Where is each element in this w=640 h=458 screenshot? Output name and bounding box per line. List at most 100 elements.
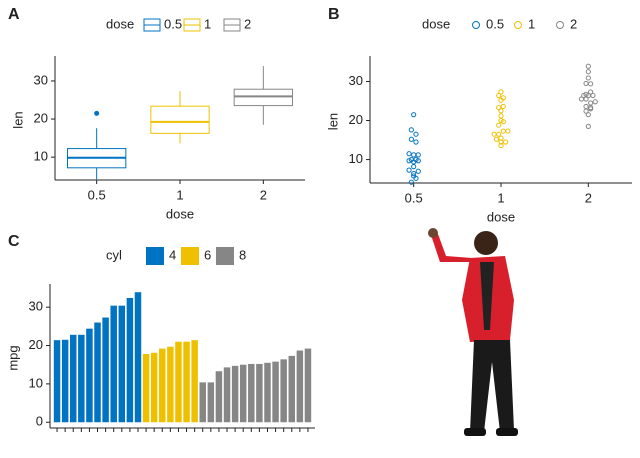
x-tick-label: 0.5 <box>405 190 423 205</box>
legend-title: dose <box>422 16 450 31</box>
bar <box>78 334 85 423</box>
dot <box>498 89 504 95</box>
y-axis-label: len <box>325 113 340 130</box>
legend-label: 0.5 <box>164 16 182 31</box>
legend-label: 1 <box>204 16 211 31</box>
bar <box>110 305 117 423</box>
dot <box>413 139 419 145</box>
bar <box>304 348 312 423</box>
dot <box>505 128 511 134</box>
bar <box>134 292 142 423</box>
bar <box>248 363 255 423</box>
y-tick-label: 20 <box>34 110 48 125</box>
legend-label: 2 <box>570 16 577 31</box>
y-tick-label: 30 <box>34 72 48 87</box>
dot <box>583 96 589 102</box>
legend-label: 8 <box>239 247 246 262</box>
bar <box>231 365 239 423</box>
bar <box>175 341 182 423</box>
y-axis-label: mpg <box>5 345 20 370</box>
x-axis-label: dose <box>166 206 194 221</box>
dot <box>585 123 591 129</box>
legend-title: cyl <box>106 247 122 262</box>
bar <box>142 353 150 423</box>
dot <box>503 139 509 145</box>
bar <box>159 348 166 423</box>
bar <box>191 340 198 423</box>
bar <box>61 339 69 423</box>
bar <box>167 346 174 423</box>
dot <box>411 112 417 118</box>
dot <box>590 92 596 99</box>
bar <box>69 334 77 423</box>
dot <box>408 179 414 185</box>
x-tick-label: 1 <box>176 187 183 202</box>
legend-label: 4 <box>169 247 176 262</box>
dot <box>500 128 506 134</box>
dot <box>500 119 506 125</box>
dot <box>583 103 589 110</box>
box <box>233 88 294 107</box>
y-tick-label: 20 <box>349 112 363 127</box>
y-tick-label: 30 <box>29 299 43 314</box>
outlier <box>94 110 100 116</box>
bar <box>264 362 271 423</box>
x-tick-label: 0.5 <box>88 187 106 202</box>
legend-key <box>216 247 234 265</box>
dot <box>415 152 421 158</box>
panel-label: A <box>8 6 20 23</box>
bar <box>215 371 223 423</box>
bar <box>53 340 61 423</box>
dot <box>585 69 591 75</box>
legend-label: 1 <box>528 16 535 31</box>
y-tick-label: 10 <box>349 151 363 166</box>
bar <box>280 359 287 423</box>
person-photo <box>428 228 518 436</box>
dot <box>585 75 591 81</box>
bar <box>296 350 304 423</box>
bar <box>118 305 126 423</box>
dot <box>585 63 591 69</box>
bar <box>86 328 93 423</box>
dot <box>413 131 419 137</box>
dot <box>583 108 589 114</box>
panel-label: C <box>8 233 20 250</box>
bar <box>288 355 296 423</box>
dot <box>583 80 589 87</box>
bar <box>126 297 134 423</box>
dot <box>408 136 414 142</box>
dot <box>578 96 585 102</box>
bar <box>272 361 279 423</box>
dot <box>498 113 504 119</box>
y-axis-label: len <box>10 111 25 128</box>
box <box>150 105 210 134</box>
dot <box>415 168 421 174</box>
legend-label: 2 <box>244 16 251 31</box>
dot <box>411 152 417 158</box>
panel-label: B <box>328 6 340 23</box>
dot <box>585 112 591 118</box>
bar <box>199 382 206 423</box>
x-axis-label: dose <box>487 209 515 224</box>
legend-key <box>146 247 164 265</box>
dot <box>588 106 594 112</box>
dot <box>496 122 502 128</box>
y-tick-label: 30 <box>349 73 363 88</box>
legend-title: dose <box>106 16 134 31</box>
legend-label: 6 <box>204 247 211 262</box>
dot <box>498 108 504 114</box>
legend-label: 0.5 <box>486 16 504 31</box>
dot <box>406 151 412 157</box>
legend-key <box>472 21 480 29</box>
bar <box>183 341 190 423</box>
y-tick-label: 0 <box>36 414 43 429</box>
bar <box>94 322 101 423</box>
dot <box>411 171 417 177</box>
dot <box>498 142 504 149</box>
legend-key <box>181 247 199 265</box>
bar <box>256 363 263 423</box>
dot <box>588 100 594 106</box>
dot <box>496 92 502 99</box>
x-tick-label: 2 <box>585 190 592 205</box>
dot <box>491 131 497 137</box>
